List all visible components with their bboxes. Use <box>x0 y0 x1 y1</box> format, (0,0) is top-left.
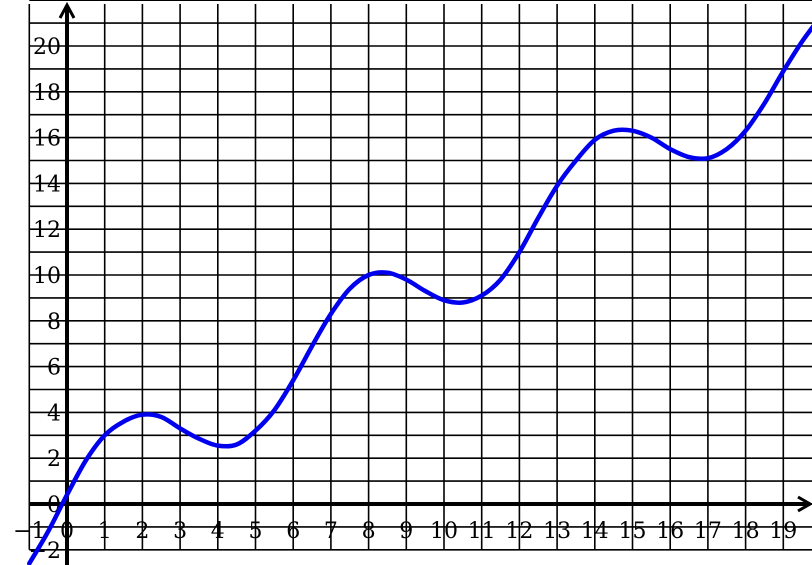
axes <box>29 1 812 565</box>
x-tick-label: 15 <box>619 519 647 544</box>
y-tick-label: 2 <box>47 447 61 472</box>
x-tick-label: 5 <box>249 519 263 544</box>
x-tick-label: 6 <box>286 519 300 544</box>
series-group <box>27 24 812 565</box>
y-tick-label: 18 <box>33 81 61 106</box>
x-tick-label: 16 <box>656 519 684 544</box>
x-tick-label: 2 <box>135 519 149 544</box>
x-tick-label: 4 <box>211 519 225 544</box>
grid <box>28 0 812 551</box>
y-tick-label: 16 <box>33 127 61 152</box>
x-tick-label: 11 <box>468 519 496 544</box>
series-line <box>27 24 812 565</box>
x-tick-label: 3 <box>173 519 187 544</box>
x-tick-label: 8 <box>362 519 376 544</box>
y-tick-label: 6 <box>47 356 61 381</box>
x-tick-label: 13 <box>543 519 571 544</box>
x-tick-label: 18 <box>732 519 760 544</box>
x-tick-label: 12 <box>505 519 533 544</box>
x-tick-label: −1 <box>13 519 45 544</box>
x-tick-label: 14 <box>581 519 609 544</box>
y-tick-label: 8 <box>47 310 61 335</box>
x-axis-arrow-icon <box>797 495 812 513</box>
y-tick-label: 14 <box>33 172 61 197</box>
y-tick-label: 12 <box>33 218 61 243</box>
y-tick-label: 10 <box>33 264 61 289</box>
x-tick-label: 9 <box>399 519 413 544</box>
tick-labels: −1 0 1 2 3 4 5 6 7 8 9 10 11 12 13 14 15 16 17 18 19−2024681… <box>13 35 797 564</box>
x-tick-label: 19 <box>769 519 797 544</box>
y-tick-label: 4 <box>47 401 61 426</box>
x-tick-label: 1 <box>98 519 112 544</box>
x-tick-label: 0 <box>60 519 74 544</box>
y-axis-arrow-icon <box>58 1 76 19</box>
y-tick-label: 20 <box>33 35 61 60</box>
x-tick-label: 10 <box>430 519 458 544</box>
x-tick-label: 7 <box>324 519 338 544</box>
x-tick-label: 17 <box>694 519 722 544</box>
